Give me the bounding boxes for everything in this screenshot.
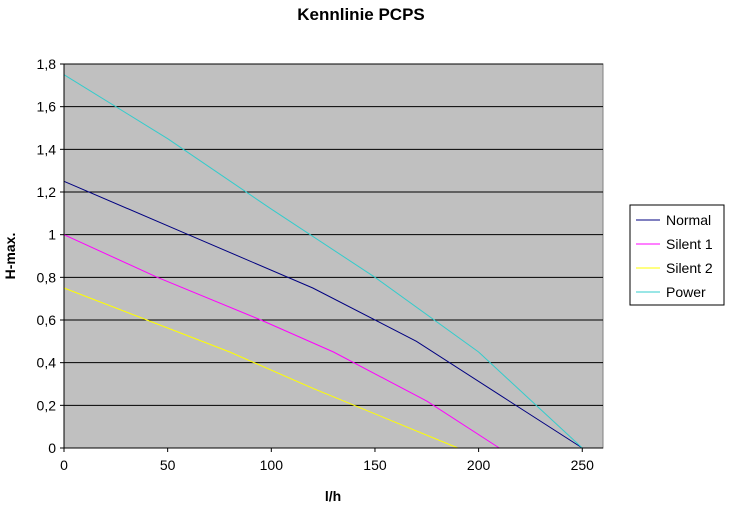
y-axis-title: H-max.: [2, 233, 18, 280]
series-line-silent-2: [63, 287, 459, 449]
y-tick-labels: 0 0,2 0,4 0,6 0,8 1 1,2 1,4 1,6 1,8: [37, 56, 64, 456]
x-tick-label: 100: [260, 457, 284, 473]
x-tick-label: 150: [363, 457, 387, 473]
y-tick-label: 1,4: [37, 141, 57, 157]
x-tick-label: 0: [60, 457, 68, 473]
plot-area: [63, 63, 604, 449]
y-tick-label: 0: [48, 440, 56, 456]
y-tick-label: 1: [48, 227, 56, 243]
legend-label: Silent 1: [666, 236, 713, 252]
x-axis-title: l/h: [325, 488, 341, 504]
y-tick-label: 0,4: [37, 355, 57, 371]
x-tick-label: 200: [467, 457, 491, 473]
y-tick-label: 0,2: [37, 397, 57, 413]
y-tick-label: 1,2: [37, 184, 57, 200]
series-lines: [63, 74, 583, 449]
legend-label: Silent 2: [666, 260, 713, 276]
x-tick-labels: 0 50 100 150 200 250: [60, 448, 594, 473]
series-line-power: [63, 74, 583, 449]
legend-label: Normal: [666, 212, 711, 228]
legend-label: Power: [666, 284, 706, 300]
legend: Normal Silent 1 Silent 2 Power: [629, 204, 725, 306]
y-tick-label: 1,6: [37, 99, 57, 115]
axes: [63, 64, 603, 449]
x-tick-label: 50: [160, 457, 176, 473]
y-tick-label: 0,6: [37, 312, 57, 328]
chart-title: Kennlinie PCPS: [297, 5, 425, 24]
grid-lines: [64, 63, 603, 406]
legend-box: [629, 204, 725, 306]
series-line-silent-1: [63, 234, 500, 449]
series-line-normal: [63, 180, 583, 449]
y-tick-label: 0,8: [37, 269, 57, 285]
x-tick-label: 250: [571, 457, 595, 473]
y-tick-label: 1,8: [37, 56, 57, 72]
